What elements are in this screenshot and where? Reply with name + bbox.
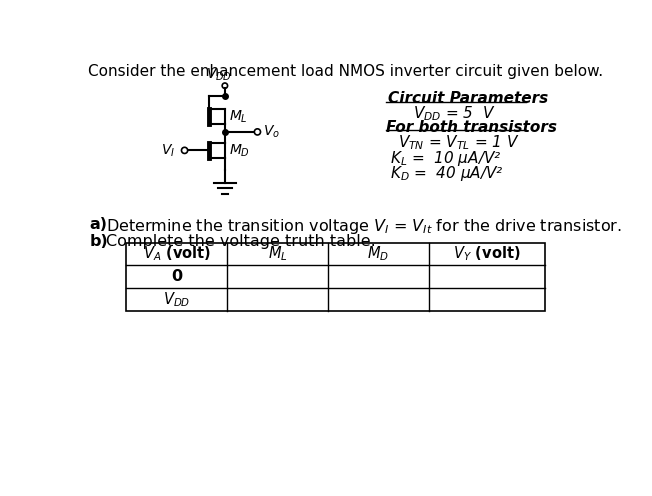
Text: $M_L$: $M_L$ bbox=[229, 108, 248, 124]
Text: $V_A$ (volt): $V_A$ (volt) bbox=[143, 245, 211, 263]
Text: Circuit Parameters: Circuit Parameters bbox=[388, 91, 548, 106]
Text: $V_{DD}$: $V_{DD}$ bbox=[205, 67, 231, 83]
Text: $V_Y$ (volt): $V_Y$ (volt) bbox=[453, 245, 520, 263]
Text: $V_{DD}$ = 5  V: $V_{DD}$ = 5 V bbox=[413, 104, 496, 123]
Text: $V_{TN}$ = $V_{TL}$ = 1 V: $V_{TN}$ = $V_{TL}$ = 1 V bbox=[398, 133, 519, 152]
Text: $K_L$ =  10 μA/V²: $K_L$ = 10 μA/V² bbox=[390, 149, 501, 168]
Text: $V_I$: $V_I$ bbox=[161, 142, 175, 159]
Text: $V_{DD}$: $V_{DD}$ bbox=[163, 290, 190, 309]
Bar bbox=[126, 243, 545, 310]
Text: $M_D$: $M_D$ bbox=[367, 245, 389, 263]
Text: Determine the transition voltage $V_I$ = $V_{It}$ for the drive transistor.: Determine the transition voltage $V_I$ =… bbox=[106, 217, 622, 236]
Text: 0: 0 bbox=[171, 269, 183, 284]
Text: For both transistors: For both transistors bbox=[386, 120, 557, 134]
Text: Complete the voltage truth table.: Complete the voltage truth table. bbox=[106, 234, 376, 249]
Text: b): b) bbox=[89, 234, 108, 249]
Text: $V_o$: $V_o$ bbox=[263, 124, 280, 140]
Text: $M_D$: $M_D$ bbox=[229, 142, 250, 159]
Text: $M_L$: $M_L$ bbox=[268, 245, 288, 263]
Text: a): a) bbox=[89, 217, 107, 232]
Text: $K_D$ =  40 μA/V²: $K_D$ = 40 μA/V² bbox=[390, 164, 504, 183]
Text: Consider the enhancement load NMOS inverter circuit given below.: Consider the enhancement load NMOS inver… bbox=[88, 64, 603, 79]
